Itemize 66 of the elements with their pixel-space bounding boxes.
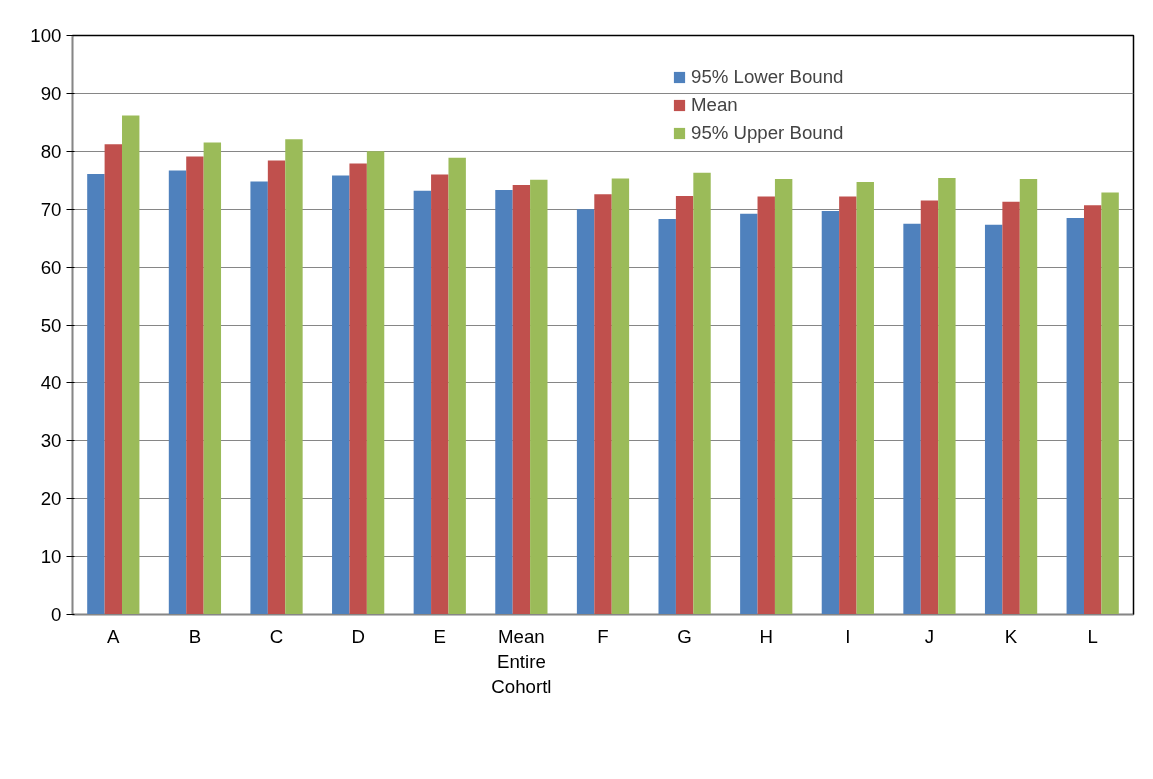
bar [1019, 179, 1038, 615]
x-tick-label: H [759, 625, 773, 647]
y-tick-label: 70 [40, 198, 62, 220]
bar [87, 173, 105, 615]
y-tick-label: 20 [40, 488, 62, 510]
y-tick-label: 0 [51, 604, 62, 625]
y-tick-label: 60 [40, 256, 62, 278]
y-tick-label: 100 [30, 25, 62, 46]
x-tick-label: F [597, 625, 609, 647]
bar [413, 190, 432, 615]
bar [839, 196, 857, 615]
bar [984, 224, 1003, 615]
bar [186, 156, 204, 615]
x-tick-label: A [107, 625, 121, 647]
y-tick-label: 30 [40, 430, 62, 452]
bar [576, 209, 595, 615]
bar [349, 163, 367, 615]
bar [611, 178, 630, 615]
bar [903, 223, 921, 615]
bar [448, 157, 466, 615]
bar [1066, 217, 1084, 615]
bar [1002, 201, 1020, 615]
bar [250, 181, 268, 615]
bar [594, 194, 612, 615]
bar [530, 179, 548, 615]
bar [495, 190, 513, 615]
y-tick-label: 50 [40, 314, 62, 336]
x-tick-label: L [1087, 625, 1098, 647]
x-tick-label: E [433, 625, 446, 647]
y-tick-label: 90 [40, 82, 62, 104]
bar [1101, 192, 1119, 615]
bar [757, 196, 775, 615]
bar [431, 174, 449, 615]
legend-label: Mean [691, 94, 738, 116]
y-tick-label: 80 [40, 140, 62, 162]
bar [122, 115, 140, 615]
bar [366, 151, 385, 615]
bar [203, 142, 222, 615]
legend-label: 95% Lower Bound [691, 66, 844, 88]
bar [168, 170, 187, 615]
x-tick-label: C [269, 625, 284, 647]
bar [856, 181, 874, 615]
bar [285, 139, 303, 615]
bar [512, 184, 531, 615]
bar [821, 210, 840, 615]
bar [104, 144, 123, 615]
bar [740, 213, 758, 615]
bar [267, 160, 286, 615]
bar [332, 175, 350, 615]
bar [938, 177, 956, 615]
bar [1083, 205, 1102, 615]
x-tick-label: I [845, 625, 851, 647]
bar [658, 219, 676, 615]
bar [675, 195, 694, 615]
y-tick-label: 40 [40, 372, 62, 394]
x-tick-label: B [188, 625, 202, 647]
x-tick-label: G [677, 625, 692, 647]
legend-label: 95% Upper Bound [691, 122, 844, 144]
y-tick-label: 10 [40, 546, 62, 568]
x-tick-label: K [1004, 625, 1018, 647]
x-tick-label: Mean Entire Cohortl [491, 625, 552, 697]
bar [693, 172, 711, 615]
bar [774, 179, 793, 615]
x-tick-label: J [924, 625, 935, 647]
bar [920, 200, 939, 615]
x-tick-label: D [351, 625, 365, 647]
